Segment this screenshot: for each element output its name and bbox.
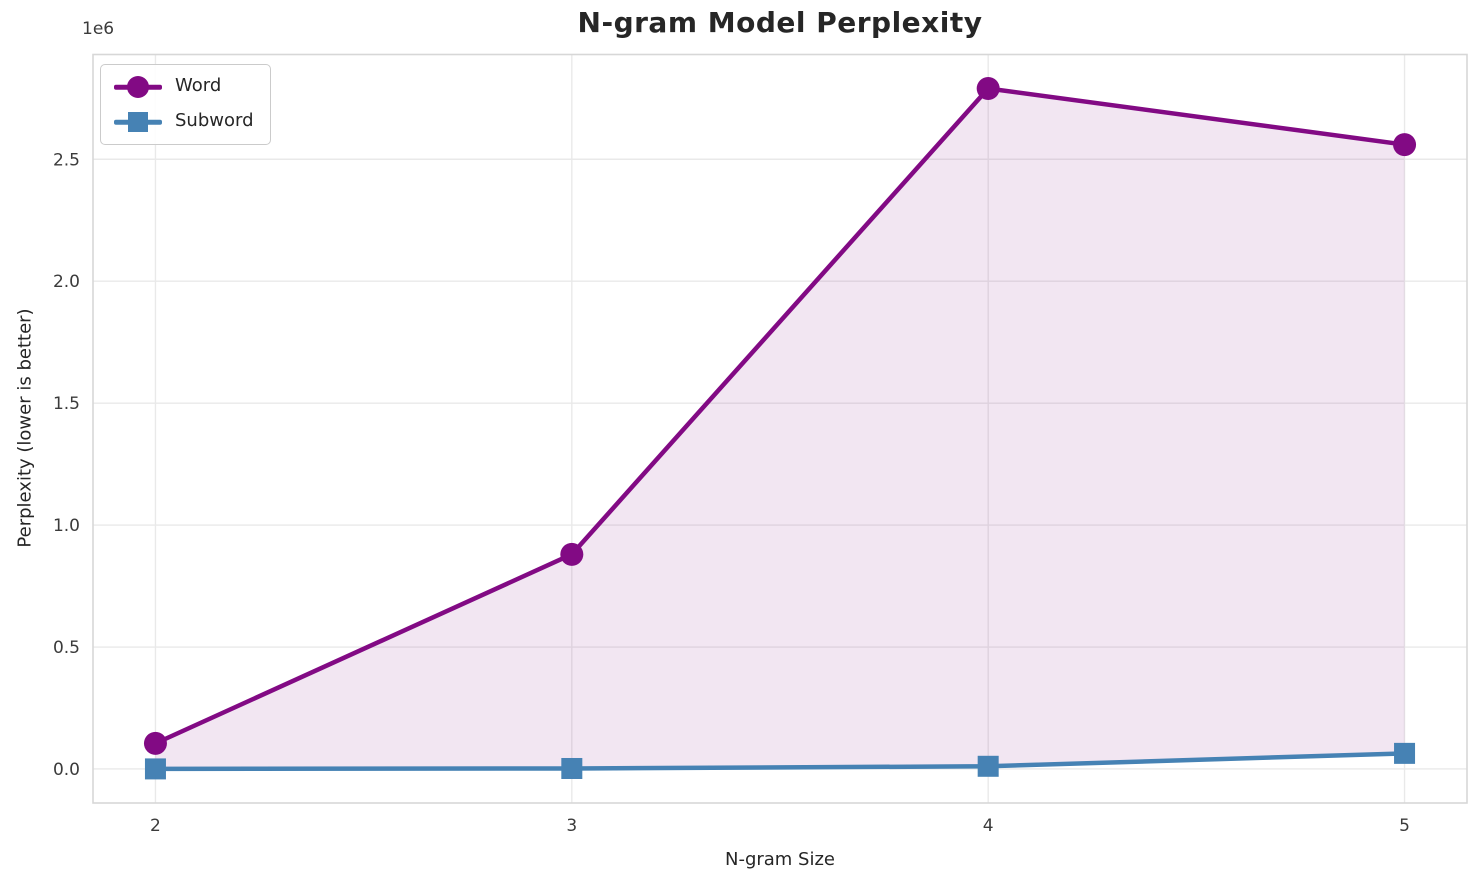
y-tick-label: 2.0: [53, 272, 80, 292]
data-point-word: [976, 77, 1000, 101]
axes-spines: [92, 53, 1468, 804]
series-line-word: [153, 86, 1407, 746]
data-point-subword: [1394, 742, 1416, 764]
y-tick-label: 2.5: [53, 150, 80, 170]
fill-between-region: [155, 88, 1405, 769]
data-point-subword: [977, 755, 999, 777]
data-point-subword: [561, 757, 583, 779]
y-axis-label: Perplexity (lower is better): [14, 308, 36, 548]
word-line-circle-marker-icon: [114, 74, 162, 100]
x-tick-label: 3: [566, 816, 577, 836]
y-axis-offset-label: 1e6: [82, 19, 115, 39]
subword-line-square-marker-icon: [114, 109, 162, 135]
x-tick-label: 4: [983, 816, 994, 836]
y-tick-label: 1.5: [53, 394, 80, 414]
legend-label-subword: Subword: [175, 110, 254, 131]
legend: Word Subword: [100, 64, 271, 145]
data-point-word: [560, 542, 584, 566]
chart-title: N-gram Model Perplexity: [577, 6, 983, 39]
x-tick-label: 2: [150, 816, 161, 836]
y-tick-label: 0.5: [53, 638, 80, 658]
data-point-word: [1393, 133, 1417, 157]
data-point-word: [143, 731, 167, 755]
x-tick-label: 5: [1399, 816, 1410, 836]
x-axis-label: N-gram Size: [724, 849, 836, 870]
legend-item-word: Word: [114, 73, 254, 101]
y-tick-label: 1.0: [53, 516, 80, 536]
series-line-subword: [153, 751, 1407, 772]
y-tick-label: 0.0: [53, 760, 80, 780]
legend-item-subword: Subword: [114, 108, 254, 136]
data-point-subword: [144, 758, 166, 780]
legend-label-word: Word: [175, 75, 222, 96]
